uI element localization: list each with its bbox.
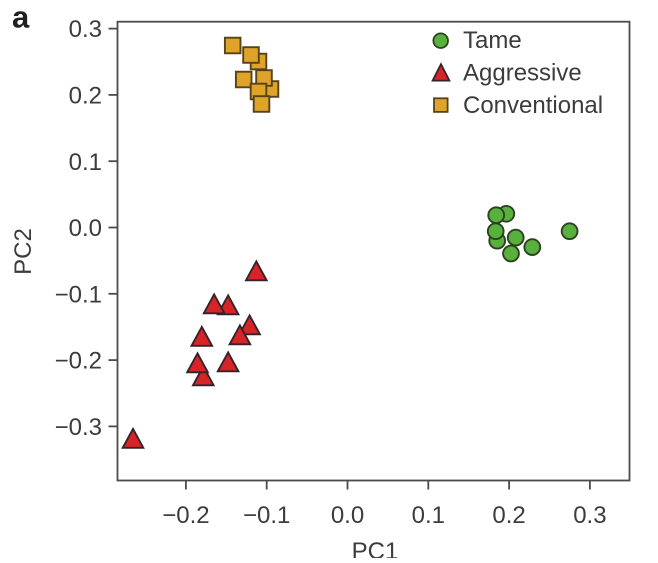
svg-text:a: a <box>12 0 30 34</box>
svg-text:−0.1: −0.1 <box>55 281 102 308</box>
svg-text:PC1: PC1 <box>352 538 399 558</box>
svg-text:−0.3: −0.3 <box>55 414 102 441</box>
svg-text:−0.2: −0.2 <box>162 502 209 529</box>
svg-text:Conventional: Conventional <box>463 92 603 119</box>
svg-text:0.2: 0.2 <box>492 502 525 529</box>
svg-text:−0.2: −0.2 <box>55 348 102 375</box>
svg-text:0.2: 0.2 <box>69 83 102 110</box>
svg-text:0.3: 0.3 <box>69 16 102 43</box>
svg-text:PC2: PC2 <box>10 228 37 275</box>
svg-text:Tame: Tame <box>463 27 522 54</box>
svg-text:0.1: 0.1 <box>412 502 445 529</box>
svg-text:Aggressive: Aggressive <box>463 60 582 87</box>
svg-text:−0.1: −0.1 <box>243 502 290 529</box>
svg-text:0.1: 0.1 <box>69 149 102 176</box>
svg-text:0.0: 0.0 <box>331 502 364 529</box>
svg-text:0.3: 0.3 <box>573 502 606 529</box>
svg-text:0.0: 0.0 <box>69 215 102 242</box>
